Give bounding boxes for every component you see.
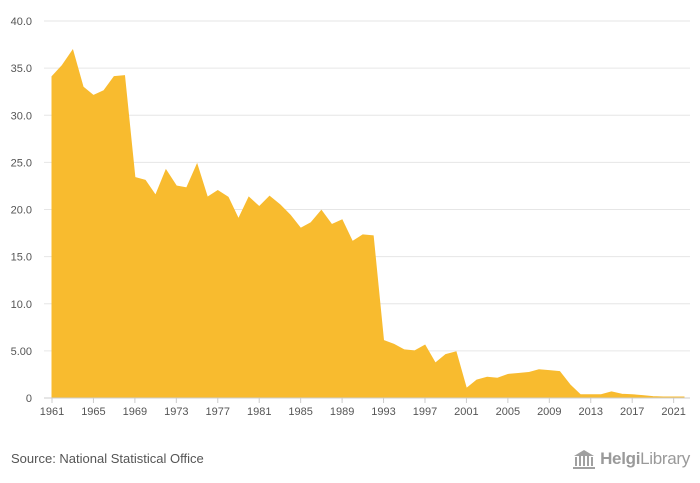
brand-regular: Library <box>640 449 690 468</box>
x-tick-label: 1981 <box>247 406 271 418</box>
y-tick-label: 15.0 <box>11 252 32 264</box>
brand-bold: Helgi <box>600 449 641 468</box>
x-tick-label: 1961 <box>40 406 64 418</box>
x-tick-label: 1973 <box>164 406 188 418</box>
y-tick-label: 40.0 <box>11 16 32 28</box>
x-tick-label: 1985 <box>288 406 312 418</box>
x-tick-label: 1965 <box>81 406 105 418</box>
x-tick-label: 2017 <box>620 406 644 418</box>
x-tick-label: 1997 <box>413 406 437 418</box>
x-tick-label: 1989 <box>330 406 354 418</box>
x-tick-label: 2013 <box>579 406 603 418</box>
footer: Source: National Statistical Office Helg… <box>0 435 700 483</box>
y-tick-label: 25.0 <box>11 157 32 169</box>
y-tick-label: 35.0 <box>11 63 32 75</box>
x-tick-label: 1969 <box>123 406 147 418</box>
x-tick-label: 1993 <box>371 406 395 418</box>
x-axis: 1961 1965 1969 1973 1977 1981 1985 1989 1993 1997… <box>40 398 686 418</box>
x-tick-label: 1977 <box>206 406 230 418</box>
y-tick-label: 30.0 <box>11 110 32 122</box>
y-tick-label: 10.0 <box>11 299 32 311</box>
x-tick-label: 2001 <box>454 406 478 418</box>
area-series <box>51 49 685 399</box>
helgi-library-logo[interactable]: HelgiLibrary <box>572 447 690 471</box>
y-tick-label: 20.0 <box>11 205 32 217</box>
x-tick-label: 2009 <box>537 406 561 418</box>
brand-name: HelgiLibrary <box>600 449 690 469</box>
y-tick-label: 0 <box>26 393 32 405</box>
y-axis: 0 5.00 10.0 15.0 20.0 25.0 30.0 35.0 40.0 <box>11 16 32 405</box>
source-note: Source: National Statistical Office <box>11 451 204 466</box>
y-tick-label: 5.00 <box>11 346 32 358</box>
library-building-icon <box>573 450 596 469</box>
x-tick-label: 2005 <box>496 406 520 418</box>
x-tick-label: 2021 <box>661 406 685 418</box>
